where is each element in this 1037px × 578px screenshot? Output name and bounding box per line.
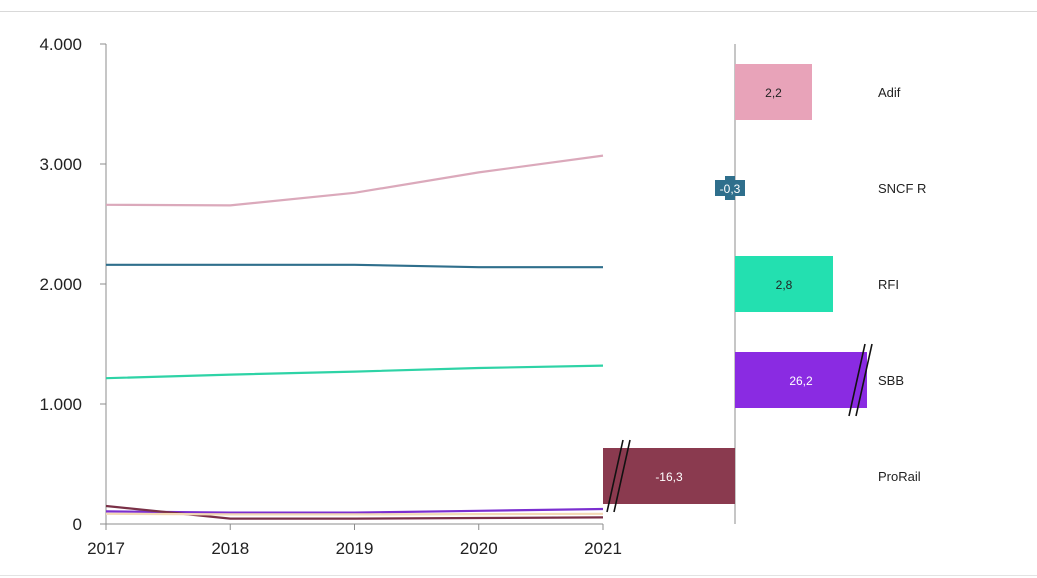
axis-break-mark [613, 439, 631, 513]
series-line-1 [105, 154, 604, 207]
series-line-2 [106, 263, 603, 269]
bar-value-label: 26,2 [789, 374, 813, 388]
axis-break-mark [848, 343, 866, 417]
x-tick-label: 2020 [460, 539, 498, 558]
y-tick-label: 0 [73, 515, 82, 534]
bar-category-label: SNCF R [878, 181, 926, 196]
bar-category-label: Adif [878, 85, 901, 100]
x-tick-label: 2017 [87, 539, 125, 558]
axis-break-mark [606, 439, 624, 513]
bar-adif [735, 64, 812, 120]
bar-category-label: SBB [878, 373, 904, 388]
bar-value-label: 2,8 [776, 278, 793, 292]
y-tick-label: 1.000 [39, 395, 82, 414]
bar-prorail [603, 448, 735, 504]
bar-category-label: ProRail [878, 469, 921, 484]
series-line-6 [105, 512, 604, 516]
series-line-4 [105, 507, 604, 514]
x-tick-label: 2021 [584, 539, 622, 558]
bottom-divider [0, 575, 1037, 576]
bar-value-label: 2,2 [765, 86, 782, 100]
top-divider [0, 11, 1037, 12]
bar-category-label: RFI [878, 277, 899, 292]
x-tick-label: 2018 [211, 539, 249, 558]
bar-rfi [735, 256, 833, 312]
y-tick-label: 2.000 [39, 275, 82, 294]
y-tick-label: 4.000 [39, 35, 82, 54]
bar-value-label: -16,3 [655, 470, 683, 484]
y-tick-label: 3.000 [39, 155, 82, 174]
bar-sncf-r-cap [715, 180, 745, 196]
bar-value-label: -0,3 [720, 182, 741, 196]
x-tick-label: 2019 [336, 539, 374, 558]
bar-sbb [735, 352, 867, 408]
axis-break-mark [855, 343, 873, 417]
series-line-3 [105, 364, 604, 380]
